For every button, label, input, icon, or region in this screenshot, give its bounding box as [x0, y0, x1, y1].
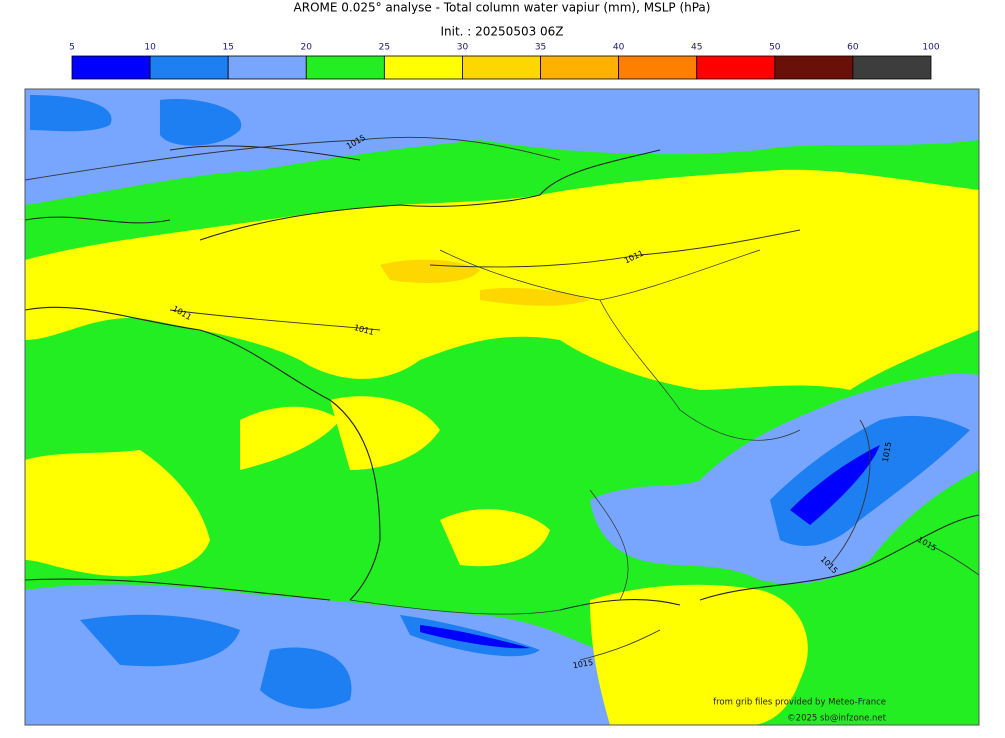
colorbar-tick-label: 30 [457, 43, 469, 53]
colorbar-segment [540, 55, 620, 80]
colorbar-segment [774, 55, 854, 80]
colorbar-tick-label: 100 [922, 43, 939, 53]
colorbar-segment [618, 55, 698, 80]
colorbar-segment [852, 55, 932, 80]
moist-high-west [25, 396, 550, 577]
moist-very-low-north [30, 95, 242, 146]
colorbar-segment [149, 55, 229, 80]
colorbar-tick-label: 60 [847, 43, 859, 53]
isobars [25, 136, 979, 661]
map-frame [24, 88, 980, 726]
colorbar-tick-label: 10 [144, 43, 156, 53]
map: 1015 1011 1011 1011 1015 1015 1015 1015 … [24, 88, 980, 726]
borders [349, 249, 801, 615]
colorbar-segment [71, 55, 151, 80]
colorbar-tick-label: 35 [535, 43, 546, 53]
colorbar-segment [696, 55, 776, 80]
moist-low-north [25, 89, 979, 205]
moist-high-med [590, 584, 808, 725]
title: AROME 0.025° analyse - Total column wate… [294, 1, 711, 15]
credit-source: from grib files provided by Meteo-France [713, 698, 886, 708]
colorbar-tick-label: 15 [222, 43, 233, 53]
colorbar-segment [227, 55, 307, 80]
colorbar-tick-label: 20 [301, 43, 313, 53]
colorbar: 5 10 15 20 25 30 35 40 45 50 60 100 [69, 43, 940, 80]
colorbar-tick-label: 50 [769, 43, 781, 53]
colorbar-tick-label: 25 [379, 43, 390, 53]
colorbar-segment [305, 55, 385, 80]
init-time: Init. : 20250503 06Z [440, 25, 563, 39]
colorbar-tick-label: 5 [69, 43, 75, 53]
colorbar-segment [462, 55, 541, 80]
isobar-label: 1015 [572, 658, 594, 670]
credit-author: ©2025 sb@infzone.net [787, 714, 886, 724]
isobar-label: 1015 [881, 441, 893, 463]
moist-very-low-iberia [80, 614, 540, 709]
moist-very-high [380, 259, 590, 306]
colorbar-tick-label: 40 [613, 43, 625, 53]
colorbar-segment [383, 55, 463, 80]
moist-high-north [25, 169, 979, 390]
colorbar-tick-label: 45 [691, 43, 702, 53]
